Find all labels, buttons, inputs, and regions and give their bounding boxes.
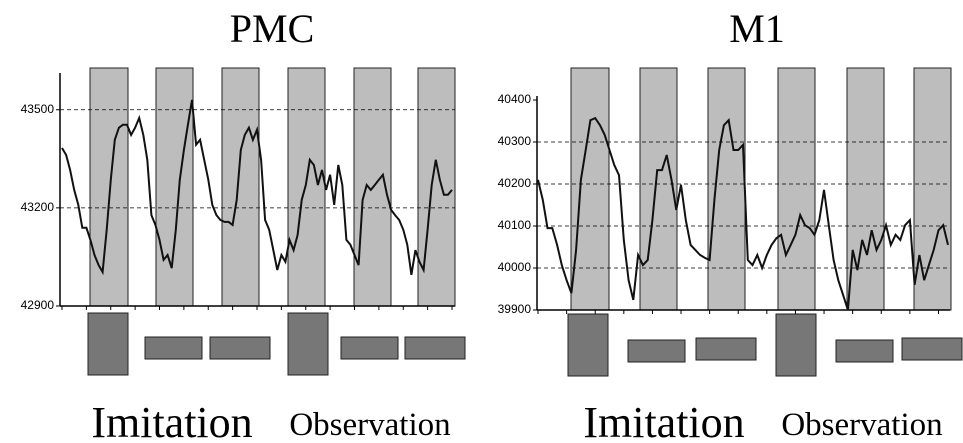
face-image	[287, 312, 329, 376]
y-tick-label: 40400	[498, 92, 532, 106]
task-block	[155, 67, 194, 307]
y-tick-label: 43200	[21, 200, 55, 214]
chart-title: PMC	[230, 6, 315, 51]
condition-label: Imitation	[583, 398, 744, 443]
eyes-image	[340, 336, 399, 360]
task-block	[707, 67, 746, 311]
task-block	[287, 67, 326, 307]
task-block	[639, 67, 678, 311]
stimulus-images	[87, 312, 963, 377]
y-tick-label: 40200	[498, 176, 532, 190]
condition-label: Observation	[289, 407, 450, 443]
mouth-image	[404, 336, 466, 360]
signal-line	[537, 116, 949, 311]
mouth-image	[209, 336, 271, 360]
eyes-image	[627, 339, 686, 363]
mouth-image	[901, 337, 963, 361]
task-block	[570, 67, 610, 311]
eyes-image	[144, 336, 203, 360]
y-tick-label: 43500	[21, 102, 55, 116]
signal-line	[61, 99, 453, 276]
mouth-image	[695, 337, 757, 361]
task-block	[913, 67, 952, 311]
task-block	[89, 67, 129, 307]
eyes-image	[835, 339, 894, 363]
y-tick-label: 39900	[498, 302, 532, 316]
task-block	[221, 67, 260, 307]
y-tick-label: 40300	[498, 134, 532, 148]
face-image	[87, 312, 129, 376]
condition-label: Imitation	[91, 398, 252, 443]
y-tick-label: 40000	[498, 260, 532, 274]
chart-title: M1	[729, 6, 785, 51]
y-tick-label: 40100	[498, 218, 532, 232]
task-block	[846, 67, 885, 311]
face-image	[567, 313, 609, 377]
face-image	[775, 313, 817, 377]
y-tick-label: 42900	[21, 298, 55, 312]
condition-label: Observation	[781, 407, 942, 443]
task-block	[777, 67, 816, 311]
